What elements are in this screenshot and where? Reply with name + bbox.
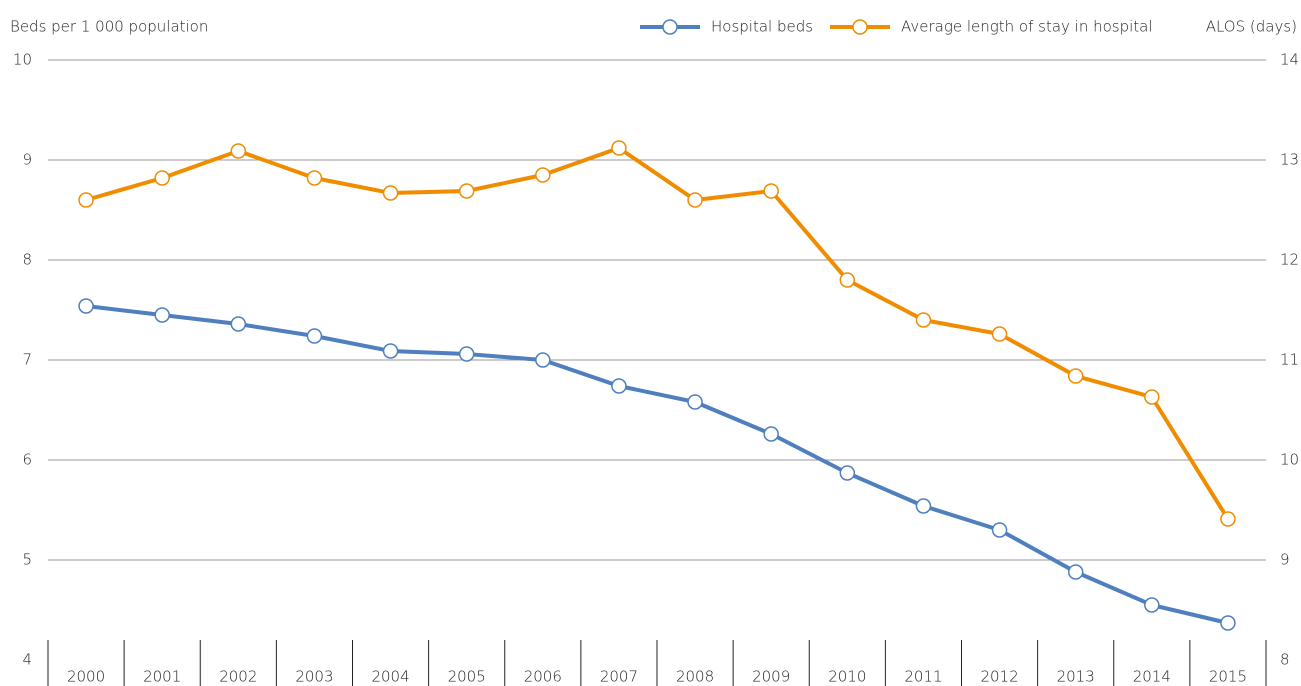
data-point — [991, 326, 1008, 342]
x-tick-label: 2012 — [980, 668, 1018, 686]
y-axis-label: Beds per 1 000 population — [10, 18, 208, 36]
series-line — [85, 304, 1229, 625]
series-line — [85, 146, 1230, 521]
x-tick-label: 2014 — [1133, 668, 1171, 686]
data-point — [230, 143, 247, 159]
y-tick-label: 6 — [22, 451, 32, 469]
x-tick-label: 2001 — [143, 668, 181, 686]
x-tick-label: 2002 — [219, 668, 257, 686]
y2-tick-label: 8 — [1280, 651, 1290, 669]
data-point — [1144, 597, 1160, 613]
y2-axis-label: ALOS (days) — [1206, 18, 1297, 36]
data-point — [1220, 615, 1236, 631]
data-point — [382, 185, 399, 201]
legend-marker — [662, 19, 678, 35]
x-tick-label: 2005 — [448, 668, 486, 686]
y-tick-label: 7 — [22, 351, 32, 369]
legend-label: Average length of stay in hospital — [901, 18, 1153, 36]
legend-label: Hospital beds — [711, 18, 813, 36]
x-tick-label: 2006 — [524, 668, 562, 686]
data-point — [839, 272, 856, 288]
data-point — [991, 522, 1008, 538]
data-point — [763, 426, 779, 442]
y2-tick-label: 12 — [1280, 251, 1299, 269]
data-point — [611, 140, 627, 156]
data-point — [154, 170, 170, 186]
x-tick-label: 2013 — [1057, 668, 1095, 686]
data-point — [78, 192, 94, 208]
data-point — [1220, 511, 1236, 527]
data-point — [458, 346, 475, 362]
y2-tick-label: 11 — [1280, 351, 1299, 369]
y2-tick-label: 10 — [1280, 451, 1299, 469]
data-point — [78, 298, 94, 314]
y-tick-label: 10 — [13, 51, 32, 69]
data-point — [535, 352, 551, 368]
data-point — [306, 328, 323, 344]
data-point — [382, 343, 399, 359]
y2-tick-label: 9 — [1280, 551, 1290, 569]
y2-tick-label: 14 — [1280, 51, 1299, 69]
x-tick-label: 2000 — [67, 668, 105, 686]
data-point — [687, 394, 703, 410]
data-point — [1144, 389, 1160, 405]
data-point — [1067, 368, 1084, 384]
x-tick-label: 2011 — [904, 668, 942, 686]
data-point — [1067, 564, 1084, 580]
data-point — [535, 167, 551, 183]
y2-tick-label: 13 — [1280, 151, 1299, 169]
x-tick-label: 2003 — [295, 668, 333, 686]
data-point — [306, 170, 323, 186]
data-point — [611, 378, 627, 394]
x-tick-label: 2015 — [1209, 668, 1247, 686]
x-tick-label: 2009 — [752, 668, 790, 686]
y-tick-label: 4 — [22, 651, 32, 669]
legend-marker — [852, 19, 868, 35]
data-point — [839, 465, 856, 481]
data-point — [154, 307, 170, 323]
x-tick-label: 2008 — [676, 668, 714, 686]
x-tick-label: 2007 — [600, 668, 638, 686]
y-tick-label: 8 — [22, 251, 32, 269]
x-tick-label: 2010 — [828, 668, 866, 686]
data-point — [458, 183, 475, 199]
data-point — [687, 192, 703, 208]
data-point — [915, 312, 932, 328]
data-point — [915, 498, 932, 514]
data-point — [763, 183, 779, 199]
y-tick-label: 5 — [22, 551, 32, 569]
data-point — [230, 316, 247, 332]
x-tick-label: 2004 — [371, 668, 409, 686]
y-tick-label: 9 — [22, 151, 32, 169]
